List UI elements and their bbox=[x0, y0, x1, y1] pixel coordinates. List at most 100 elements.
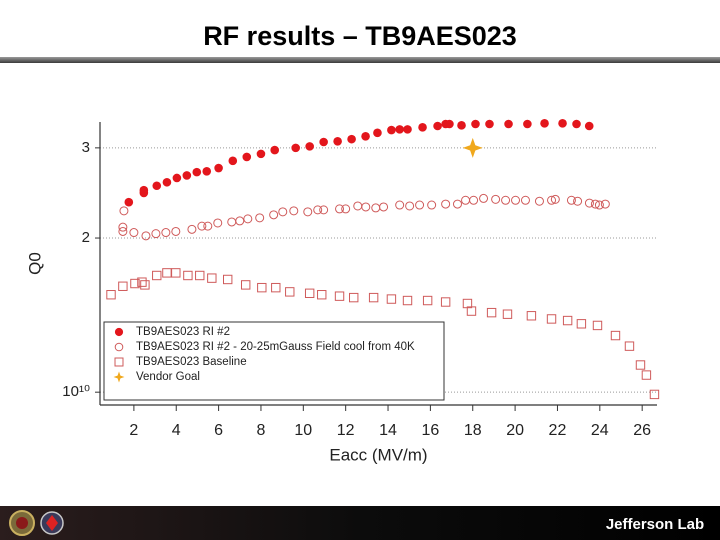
point bbox=[335, 204, 345, 214]
logo-jsa-mark bbox=[46, 515, 58, 531]
point bbox=[195, 270, 205, 281]
point bbox=[361, 132, 370, 141]
point bbox=[405, 201, 415, 211]
point bbox=[523, 119, 532, 129]
point bbox=[162, 177, 172, 187]
point bbox=[427, 200, 437, 210]
point bbox=[471, 119, 480, 129]
x-tick-label: 8 bbox=[257, 422, 266, 439]
point bbox=[241, 280, 251, 290]
y-axis-label: Q0 bbox=[25, 252, 44, 275]
point bbox=[119, 206, 129, 216]
point bbox=[501, 195, 511, 205]
point bbox=[584, 121, 594, 131]
legend-marker bbox=[114, 342, 124, 352]
point bbox=[192, 167, 202, 177]
point bbox=[486, 307, 497, 318]
point bbox=[387, 125, 396, 135]
point bbox=[269, 210, 279, 220]
point bbox=[526, 311, 537, 321]
x-tick-label: 14 bbox=[379, 422, 397, 439]
point bbox=[183, 270, 193, 281]
x-tick-label: 24 bbox=[591, 422, 609, 439]
point bbox=[462, 137, 483, 158]
point bbox=[347, 134, 356, 144]
point bbox=[379, 202, 389, 212]
title-rule bbox=[0, 57, 720, 63]
footer-brand: Jefferson Lab bbox=[606, 516, 704, 533]
point bbox=[256, 149, 266, 159]
point bbox=[313, 205, 323, 215]
point bbox=[386, 294, 397, 304]
point bbox=[395, 200, 405, 210]
point bbox=[152, 270, 162, 281]
footer-bar bbox=[0, 506, 720, 540]
point bbox=[433, 121, 442, 131]
point bbox=[479, 193, 489, 203]
point bbox=[106, 290, 116, 300]
point bbox=[395, 125, 404, 134]
point bbox=[511, 195, 521, 205]
legend-label: TB9AES023 RI #2 bbox=[136, 326, 230, 338]
point bbox=[152, 181, 162, 191]
point bbox=[129, 228, 139, 238]
point bbox=[228, 156, 238, 166]
point bbox=[161, 228, 171, 238]
point bbox=[182, 171, 192, 180]
point bbox=[584, 198, 594, 208]
legend-label: TB9AES023 Baseline bbox=[136, 356, 247, 368]
point bbox=[491, 194, 501, 204]
legend-box bbox=[103, 321, 445, 401]
point bbox=[334, 291, 345, 301]
point bbox=[223, 274, 233, 285]
point bbox=[415, 200, 425, 210]
point bbox=[418, 123, 427, 132]
point bbox=[469, 195, 479, 205]
legend-label: TB9AES023 RI #2 - 20-25mGauss Field cool… bbox=[136, 341, 415, 353]
point bbox=[291, 143, 300, 153]
point bbox=[243, 214, 253, 224]
point bbox=[118, 281, 128, 291]
point bbox=[130, 278, 140, 289]
point bbox=[270, 145, 280, 155]
point bbox=[403, 125, 412, 134]
legend-marker bbox=[114, 357, 124, 367]
point bbox=[594, 200, 604, 210]
point bbox=[207, 273, 217, 283]
point bbox=[171, 268, 181, 278]
point bbox=[213, 218, 223, 228]
point bbox=[242, 152, 252, 162]
point bbox=[562, 315, 573, 326]
point bbox=[440, 297, 451, 307]
point bbox=[576, 319, 587, 329]
x-tick-label: 12 bbox=[337, 422, 355, 439]
point bbox=[534, 196, 544, 206]
point bbox=[641, 370, 652, 380]
point bbox=[558, 119, 567, 128]
point bbox=[572, 119, 581, 129]
x-tick-label: 16 bbox=[421, 422, 439, 439]
point bbox=[520, 195, 530, 205]
point bbox=[402, 295, 413, 306]
point bbox=[590, 199, 600, 209]
point bbox=[466, 306, 477, 316]
x-axis-label: Eacc (MV/m) bbox=[329, 445, 427, 464]
x-tick-label: 26 bbox=[633, 422, 651, 439]
point bbox=[550, 194, 560, 204]
point bbox=[547, 195, 557, 205]
x-tick-label: 18 bbox=[464, 422, 482, 439]
logo-seal-center bbox=[16, 517, 28, 529]
point bbox=[214, 163, 223, 173]
point bbox=[610, 330, 621, 341]
x-tick-label: 2 bbox=[129, 422, 138, 439]
point bbox=[373, 128, 382, 138]
point bbox=[187, 224, 197, 234]
point bbox=[422, 295, 433, 306]
point bbox=[171, 226, 181, 236]
legend-label: Vendor Goal bbox=[136, 371, 200, 383]
point bbox=[624, 341, 635, 351]
point bbox=[118, 226, 128, 236]
point bbox=[278, 207, 288, 217]
